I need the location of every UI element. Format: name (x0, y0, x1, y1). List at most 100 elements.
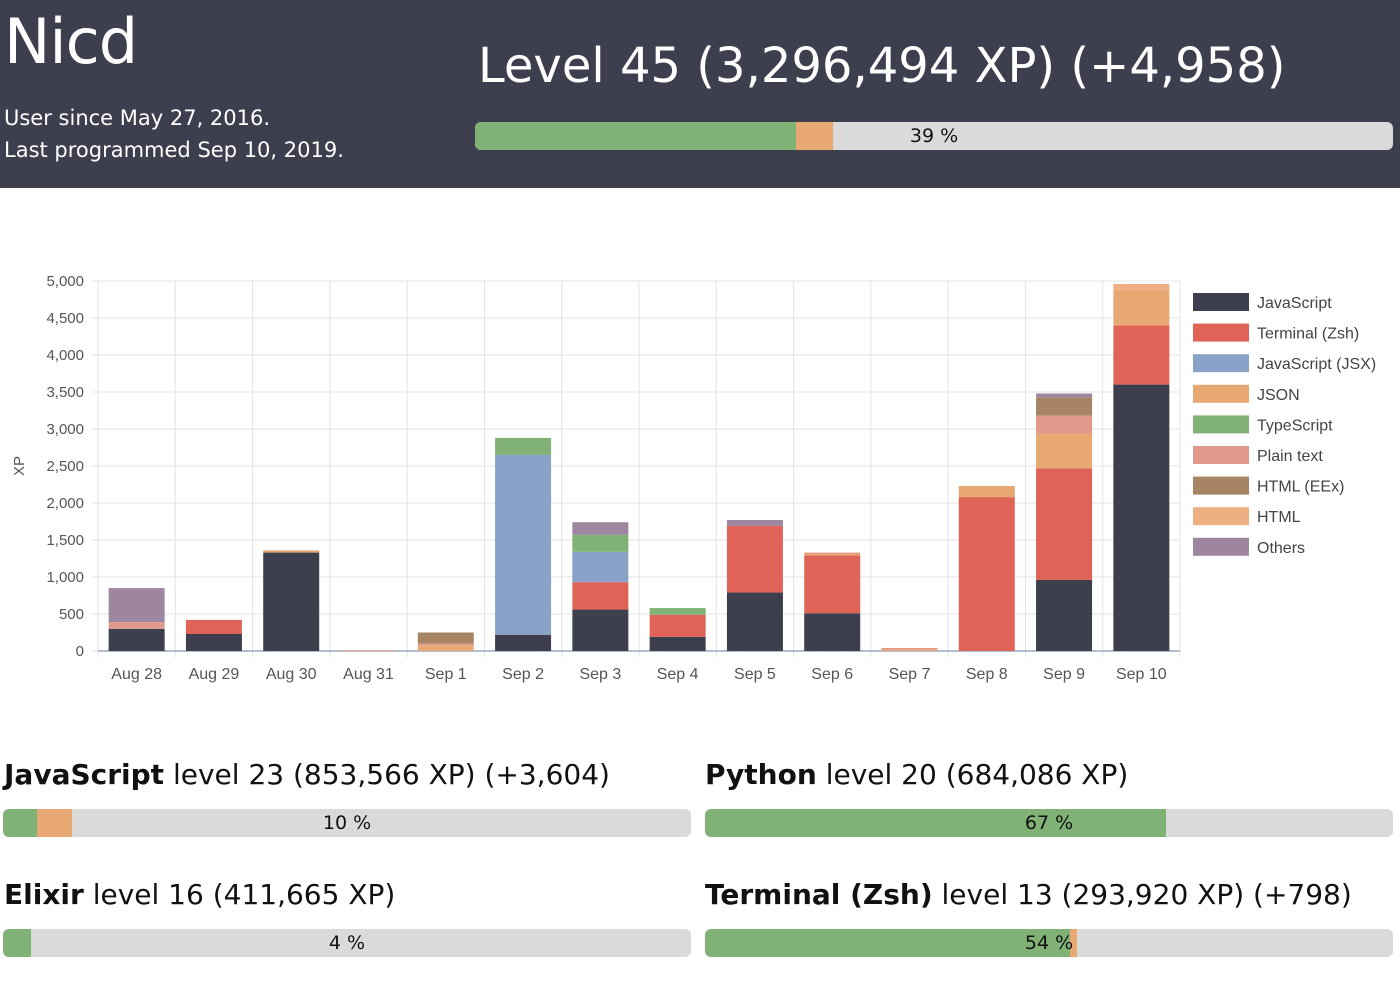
bar-segment (649, 608, 706, 615)
bar-segment (1036, 393, 1093, 398)
bar-segment (572, 522, 629, 535)
bar-segment (1036, 397, 1093, 416)
x-tick-label: Sep 2 (502, 666, 544, 683)
language-name: Elixir (4, 878, 84, 911)
bar-segment (804, 553, 861, 556)
legend-label: JavaScript (JSX) (1257, 356, 1376, 373)
y-tick-label: 1,500 (46, 532, 84, 549)
language-detail: level 23 (853,566 XP) (+3,604) (172, 758, 610, 791)
level-progress-bar: 39 % (475, 122, 1393, 150)
progress-gain-fill (37, 809, 72, 837)
bar-segment (417, 632, 474, 644)
language-detail: level 13 (293,920 XP) (+798) (941, 878, 1352, 911)
x-tick-label: Sep 5 (734, 666, 776, 683)
y-axis-label: XP (11, 456, 28, 476)
bar-segment (1113, 325, 1170, 385)
bar-segment (572, 609, 629, 651)
x-tick-label: Sep 10 (1116, 666, 1167, 683)
bar-segment (495, 454, 552, 635)
progress-fill (3, 929, 31, 957)
bar-segment (417, 643, 474, 646)
x-tick-label: Sep 6 (811, 666, 853, 683)
progress-gain-fill (796, 122, 834, 150)
x-tick-label: Aug 31 (343, 666, 394, 683)
legend-label: JSON (1257, 387, 1300, 404)
bar-segment (804, 552, 861, 554)
bar-segment (804, 555, 861, 614)
y-tick-label: 500 (59, 606, 84, 623)
progress-fill (705, 809, 1166, 837)
bar-segment (108, 628, 165, 651)
bar-segment (108, 588, 165, 623)
bar-segment (726, 592, 783, 651)
bar-segment (495, 437, 552, 455)
language-name: Terminal (Zsh) (705, 878, 933, 911)
language-title-python: Python level 20 (684,086 XP) (705, 758, 1128, 792)
x-tick-label: Sep 4 (657, 666, 699, 683)
language-detail: level 16 (411,665 XP) (92, 878, 396, 911)
progress-gain-fill (1069, 929, 1077, 957)
y-tick-label: 3,500 (46, 384, 84, 401)
bar-segment (881, 649, 938, 651)
bar-segment (572, 534, 629, 552)
language-progress-terminal: 54 % (705, 929, 1393, 957)
bar-segment (263, 552, 320, 651)
x-tick-label: Sep 8 (966, 666, 1008, 683)
progress-percent: 67 % (1024, 812, 1074, 834)
bar-segment (1036, 579, 1093, 651)
legend-swatch (1193, 537, 1249, 556)
legend-swatch (1193, 446, 1249, 464)
y-tick-label: 5,000 (46, 273, 84, 290)
legend-swatch (1193, 293, 1249, 311)
bar-segment (572, 551, 629, 583)
language-title-javascript: JavaScript level 23 (853,566 XP) (+3,604… (4, 758, 610, 792)
x-tick-label: Sep 7 (889, 666, 931, 683)
language-detail: level 20 (684,086 XP) (825, 758, 1129, 791)
x-tick-label: Aug 30 (266, 666, 317, 683)
legend-swatch (1193, 415, 1249, 434)
bar-segment (185, 619, 242, 634)
y-tick-label: 3,000 (46, 421, 84, 438)
xp-chart: 0 500 1,000 1,500 2,000 2,500 3,000 3,500 4,000 4… (11, 273, 1376, 683)
language-progress-python: 67 % (705, 809, 1393, 837)
x-tick-label: Aug 28 (111, 666, 162, 683)
legend-swatch (1193, 354, 1249, 373)
bar-segment (263, 550, 320, 553)
bar-segment (958, 497, 1015, 651)
legend-label: TypeScript (1257, 417, 1333, 434)
bar-segment (185, 633, 242, 651)
y-tick-label: 2,500 (46, 458, 84, 475)
bar-segment (1113, 289, 1170, 326)
progress-fill (3, 809, 38, 837)
bar-segment (726, 525, 783, 593)
language-name: JavaScript (4, 758, 165, 791)
bar-segment (108, 622, 165, 629)
last-programmed-text: Last programmed Sep 10, 2019. (4, 138, 344, 162)
legend-label: JavaScript (1257, 295, 1332, 312)
legend-swatch (1193, 323, 1249, 342)
legend-swatch (1193, 384, 1249, 403)
bar-segment (1036, 433, 1093, 469)
legend-label: HTML (1257, 509, 1301, 526)
user-name: Nicd (4, 5, 138, 78)
header: Nicd User since May 27, 2016. Last progr… (0, 0, 1400, 188)
x-tick-label: Sep 3 (579, 666, 621, 683)
x-tick-label: Aug 29 (189, 666, 240, 683)
y-tick-label: 0 (76, 643, 84, 660)
language-progress-elixir: 4 % (3, 929, 691, 957)
user-since-text: User since May 27, 2016. (4, 106, 271, 130)
bar-segment (881, 648, 938, 650)
bar-segment (1113, 283, 1170, 290)
language-progress-javascript: 10 % (3, 809, 691, 837)
bar-segment (804, 613, 861, 651)
bar-segment (726, 520, 783, 526)
legend-label: Terminal (Zsh) (1257, 326, 1359, 343)
language-title-terminal: Terminal (Zsh) level 13 (293,920 XP) (+7… (705, 878, 1352, 912)
progress-percent: 10 % (322, 812, 372, 834)
y-tick-label: 4,500 (46, 310, 84, 327)
bar-segment (495, 634, 552, 651)
progress-percent: 4 % (328, 932, 366, 954)
bar-segment (1113, 384, 1170, 651)
bar-segment (417, 645, 474, 651)
language-title-elixir: Elixir level 16 (411,665 XP) (4, 878, 395, 912)
